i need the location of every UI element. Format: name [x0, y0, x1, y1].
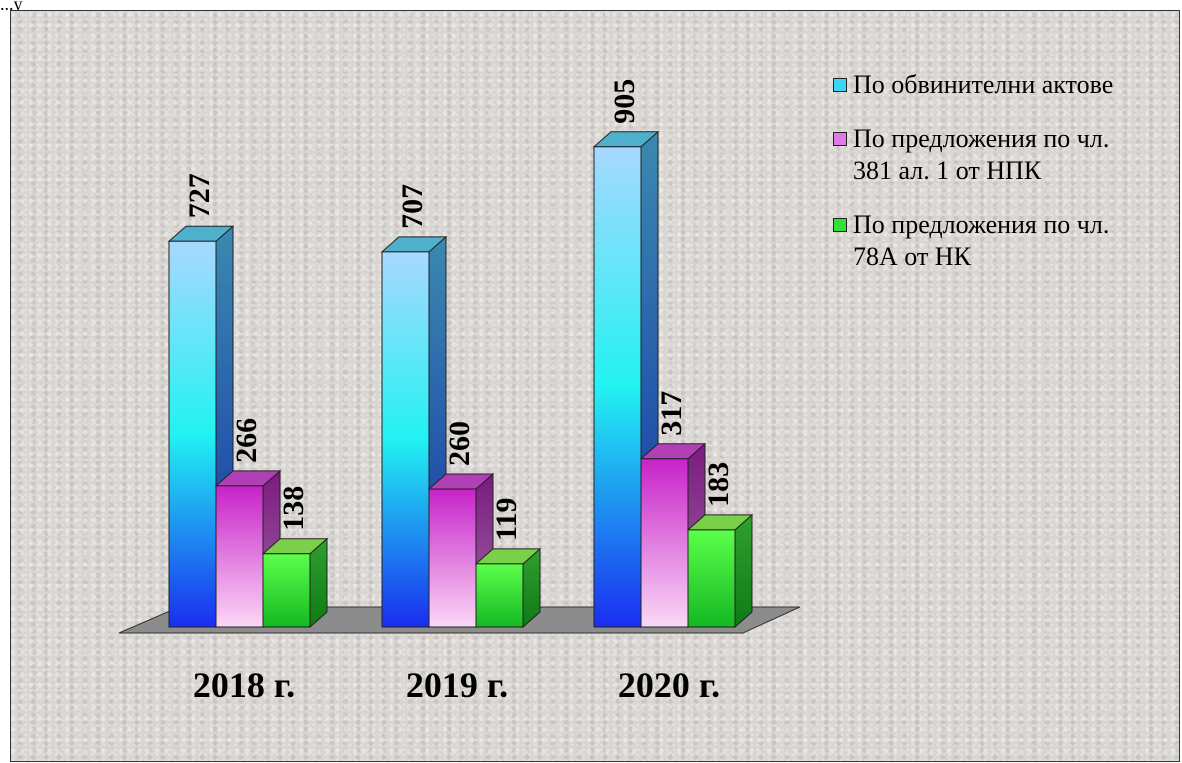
legend-item-series-3: По предложения по чл. 78А от НК [829, 209, 1179, 273]
value-label-2-3: 317 [655, 391, 688, 436]
legend-swatch-series-1 [833, 78, 847, 92]
bar-front-1-1 [169, 241, 216, 627]
bar-front-2-2 [429, 489, 476, 627]
bar-front-2-1 [216, 486, 263, 627]
bar-side-3-3 [735, 515, 752, 627]
category-label-2: 2019 г. [406, 665, 508, 705]
category-label-1: 2018 г. [193, 665, 295, 705]
value-label-2-1: 266 [230, 418, 263, 463]
bar-front-2-3 [641, 459, 688, 627]
value-label-3-2: 119 [490, 497, 523, 540]
value-label-1-1: 727 [183, 173, 216, 218]
bar-front-1-3 [594, 147, 641, 627]
legend: По обвинителни актове По предложения по … [829, 69, 1179, 295]
bar-front-3-2 [476, 564, 523, 627]
bar-3-1 [263, 539, 327, 627]
bar-3-2 [476, 549, 540, 627]
legend-item-series-1: По обвинителни актове [829, 69, 1179, 101]
bar-front-3-3 [688, 530, 735, 627]
legend-label-series-2: По предложения по чл. 381 ал. 1 от НПК [853, 123, 1179, 187]
legend-swatch-series-2 [833, 132, 847, 146]
value-label-2-2: 260 [443, 421, 476, 466]
legend-item-series-2: По предложения по чл. 381 ал. 1 от НПК [829, 123, 1179, 187]
value-label-3-1: 138 [277, 486, 310, 531]
bar-front-1-2 [382, 252, 429, 627]
legend-label-series-3: По предложения по чл. 78А от НК [853, 209, 1179, 273]
value-label-1-3: 905 [608, 79, 641, 124]
bars-layer [169, 132, 752, 627]
value-label-3-3: 183 [702, 462, 735, 507]
legend-label-series-1: По обвинителни актове [853, 69, 1179, 101]
category-label-3: 2020 г. [618, 665, 720, 705]
legend-swatch-series-3 [833, 218, 847, 232]
bar-3-3 [688, 515, 752, 627]
chart-frame: 727 266 138 2018 г. 707 260 119 2019 г. 905 317 18… [10, 10, 1180, 762]
bar-front-3-1 [263, 554, 310, 627]
value-label-1-2: 707 [396, 184, 429, 229]
